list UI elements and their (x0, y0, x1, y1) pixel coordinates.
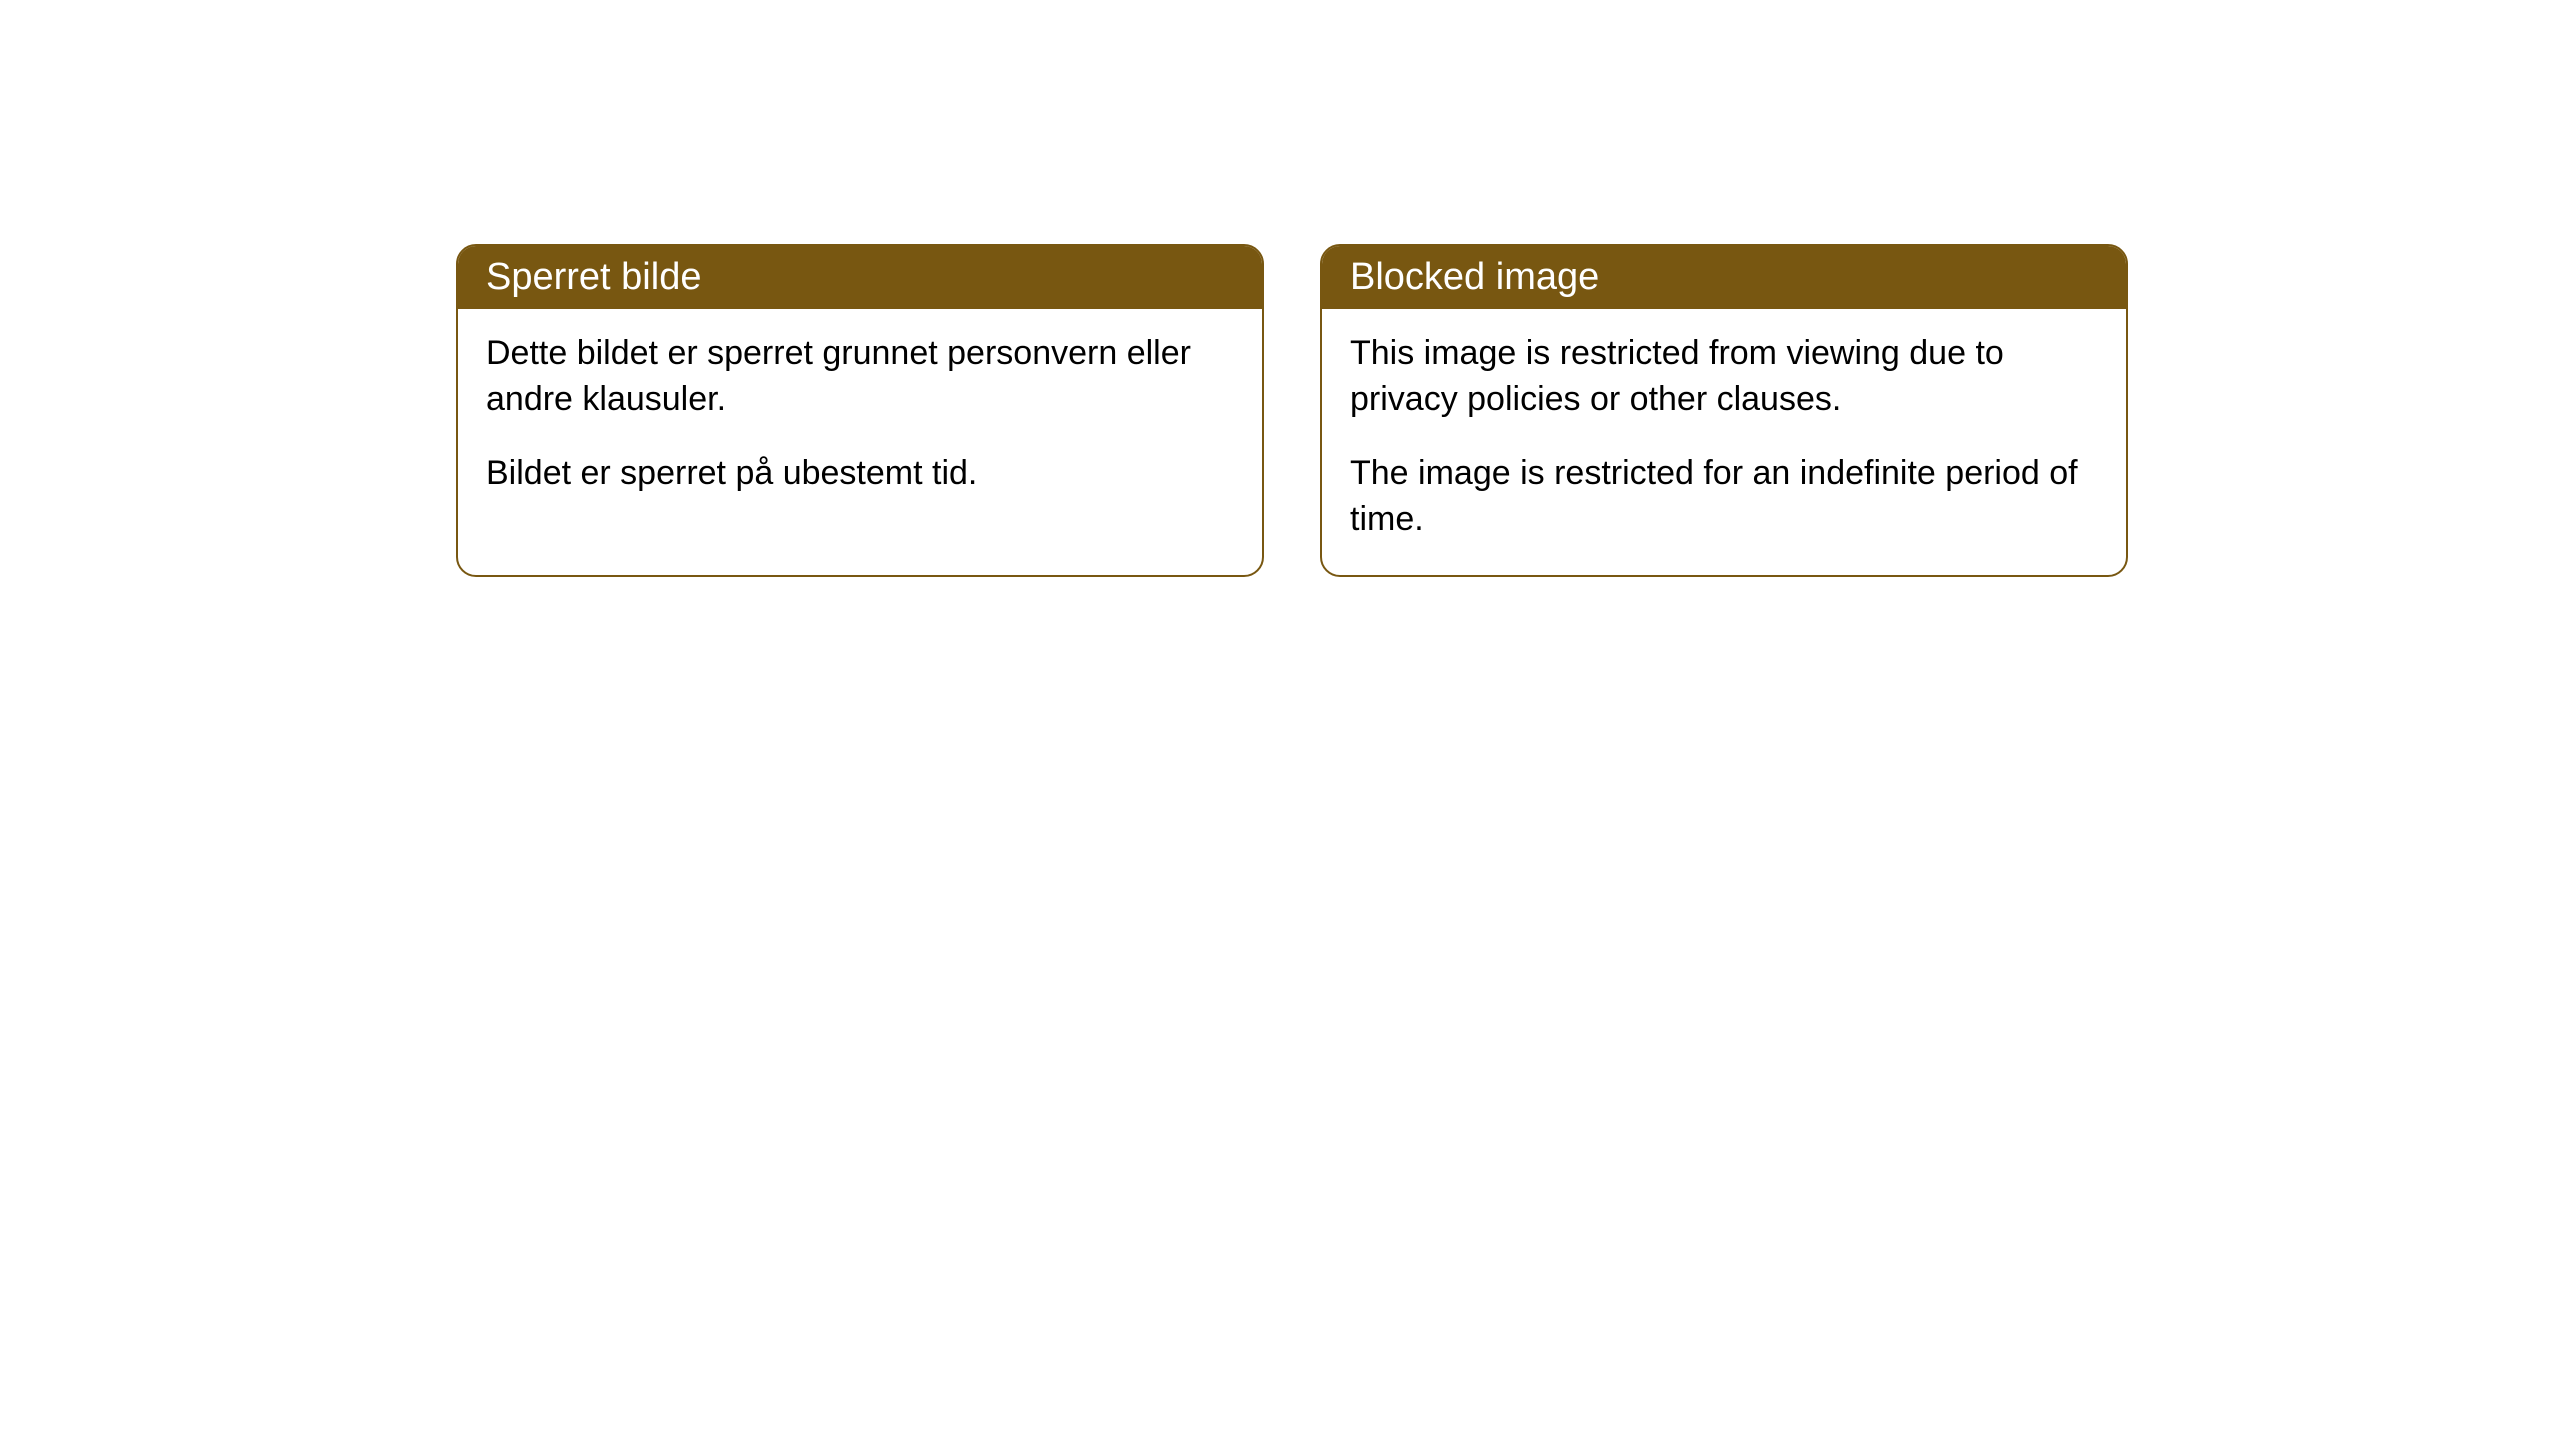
notice-paragraph: This image is restricted from viewing du… (1350, 331, 2098, 423)
notice-title: Sperret bilde (486, 256, 701, 298)
notice-body: Dette bildet er sperret grunnet personve… (458, 309, 1262, 529)
notice-title: Blocked image (1350, 256, 1599, 298)
notice-body: This image is restricted from viewing du… (1322, 309, 2126, 575)
notice-card-norwegian: Sperret bilde Dette bildet er sperret gr… (456, 244, 1264, 577)
notice-paragraph: The image is restricted for an indefinit… (1350, 451, 2098, 543)
notice-header: Sperret bilde (458, 246, 1262, 309)
notice-card-english: Blocked image This image is restricted f… (1320, 244, 2128, 577)
notice-header: Blocked image (1322, 246, 2126, 309)
notice-paragraph: Bildet er sperret på ubestemt tid. (486, 451, 1234, 497)
notice-paragraph: Dette bildet er sperret grunnet personve… (486, 331, 1234, 423)
notice-container: Sperret bilde Dette bildet er sperret gr… (456, 244, 2128, 577)
